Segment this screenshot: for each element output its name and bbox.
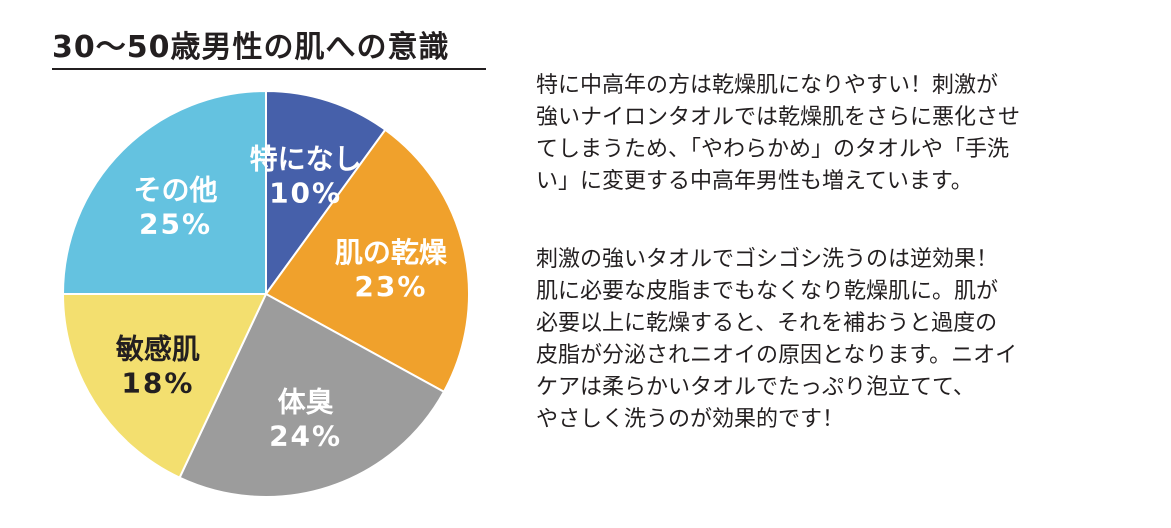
slice-value-label: 25% (139, 208, 212, 241)
slice-label: 特になし (250, 142, 362, 175)
paragraph-line: い」に変更する中高年男性も増えています。 (536, 169, 973, 194)
slice-value-label: 18% (121, 367, 194, 400)
slice-value-label: 23% (354, 270, 427, 303)
slice-label: その他 (133, 174, 217, 207)
slice-label: 体臭 (278, 386, 334, 419)
pie-slice (61, 293, 268, 480)
chart-title: 30〜50歳男性の肌への意識 (52, 30, 450, 65)
paragraph-line: やさしく洗うのが効果的です！ (536, 407, 845, 432)
paragraph-line: 刺激の強いタオルでゴシゴシ洗うのは逆効果！ (536, 247, 999, 272)
paragraph-line: てしまうため、「やわらかめ」のタオルや「手洗 (536, 137, 1010, 162)
description-paragraph-2: 刺激の強いタオルでゴシゴシ洗うのは逆効果！ 肌に必要な皮脂までもなくなり乾燥肌に… (536, 244, 1146, 436)
paragraph-line: 必要以上に乾燥すると、それを補おうと過度の (536, 311, 998, 336)
description-paragraph-1: 特に中高年の方は乾燥肌になりやすい！刺激が 強いナイロンタオルでは乾燥肌をさらに… (536, 70, 1146, 198)
pie-slice (61, 89, 267, 295)
pie-slice (265, 89, 387, 298)
slice-label: 肌の乾燥 (335, 236, 448, 269)
paragraph-line: 強いナイロンタオルでは乾燥肌をさらに悪化させ (536, 105, 1021, 130)
paragraph-line: ケアは柔らかいタオルでたっぷり泡立てて、 (536, 375, 975, 400)
slice-value-label: 10% (269, 176, 342, 209)
paragraph-line: 特に中高年の方は乾燥肌になりやすい！刺激が (536, 73, 999, 98)
slice-label: 敏感肌 (115, 333, 200, 366)
title-underline (52, 68, 486, 70)
pie-slice (178, 292, 446, 498)
pie-slice (264, 128, 470, 394)
paragraph-line: 皮脂が分泌されニオイの原因となります。ニオイ (536, 343, 1018, 368)
slice-value-label: 24% (269, 420, 342, 453)
paragraph-line: 肌に必要な皮脂までもなくなり乾燥肌に。肌が (536, 279, 999, 304)
